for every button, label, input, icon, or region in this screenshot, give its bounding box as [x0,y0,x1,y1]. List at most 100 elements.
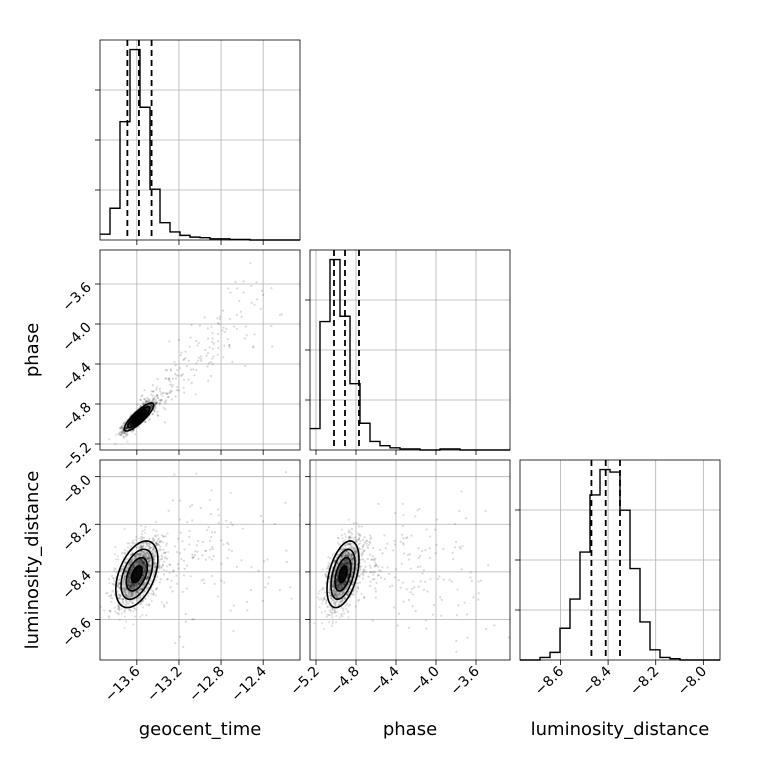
sample-point [131,583,134,586]
sample-point [353,548,357,551]
sample-point [330,596,333,599]
sample-point [337,591,340,594]
sample-point [159,548,162,551]
sample-point [347,552,350,555]
sample-point [133,584,136,587]
sample-point [347,569,350,572]
sample-point [328,594,331,597]
sample-point [119,433,122,436]
sample-point [164,402,167,405]
sample-point [132,610,135,613]
sample-point [125,620,128,623]
histogram-geocent-time [100,48,300,241]
sample-point [459,547,462,550]
sample-point [210,535,213,539]
sample-point [159,578,162,581]
sample-point [141,562,145,565]
sample-point [113,567,116,570]
sample-point [356,538,359,542]
sample-point [145,407,148,410]
hist-panel-phase [309,249,511,451]
sample-point [373,578,376,581]
sample-point [138,582,141,585]
sample-point [180,374,183,378]
sample-point [128,424,131,427]
sample-point [344,535,347,538]
sample-point [324,574,327,577]
sample-point [363,595,366,599]
y-tick-label-luminosity-distance: −8.2 [59,520,94,555]
sample-point [141,562,144,565]
sample-point [344,554,347,557]
sample-point [123,589,126,592]
sample-point [180,351,183,354]
sample-point [139,543,142,547]
sample-point [337,583,340,586]
sample-point [375,563,378,566]
hist-panel-luminosity-distance [519,459,721,661]
sample-point [227,548,231,551]
sample-point [147,542,150,545]
sample-point [127,583,130,587]
sample-point [130,583,133,586]
sample-point [340,586,343,589]
sample-point [142,561,145,564]
sample-point [139,580,142,583]
sample-point [127,580,131,583]
sample-point [148,537,151,540]
sample-point [132,542,135,545]
sample-point [117,606,120,609]
sample-point [340,586,344,589]
sample-point [117,612,120,615]
sample-point [336,579,339,582]
sample-point [339,558,342,561]
sample-point [153,539,156,542]
sample-point [343,562,346,565]
sample-point [401,525,404,528]
sample-point [155,401,158,405]
sample-point [190,381,193,384]
sample-point [418,554,422,558]
sample-point [162,560,165,563]
sample-point [127,593,130,596]
sample-point [349,535,352,538]
sample-point [225,519,228,522]
sample-point [329,606,332,609]
sample-point [253,333,256,336]
sample-point [333,608,336,611]
sample-point [337,584,340,588]
sample-point [147,557,150,560]
sample-point [139,552,142,556]
sample-point [143,398,146,401]
sample-point [209,539,212,542]
sample-point [384,547,387,550]
sample-point [137,591,140,594]
sample-point [129,424,132,427]
sample-point [355,540,358,543]
sample-point [336,536,340,540]
sample-point [137,562,140,565]
sample-point [218,317,221,321]
sample-point [339,549,342,552]
sample-point [347,565,350,568]
sample-point [284,501,287,504]
sample-point [347,592,351,595]
sample-point [342,592,345,595]
sample-point [442,578,445,581]
sample-point [152,398,155,401]
sample-point [187,359,190,362]
panel-frame [99,249,301,451]
sample-point [147,567,150,570]
sample-point [329,610,332,613]
sample-point [368,543,371,546]
sample-point [373,559,376,562]
sample-point [126,542,129,545]
sample-point [140,532,143,536]
sample-point [156,414,160,417]
sample-point [142,562,145,565]
sample-point [146,587,150,590]
sample-point [123,583,126,586]
sample-point [346,554,349,557]
sample-point [357,582,360,585]
sample-point [444,670,446,672]
